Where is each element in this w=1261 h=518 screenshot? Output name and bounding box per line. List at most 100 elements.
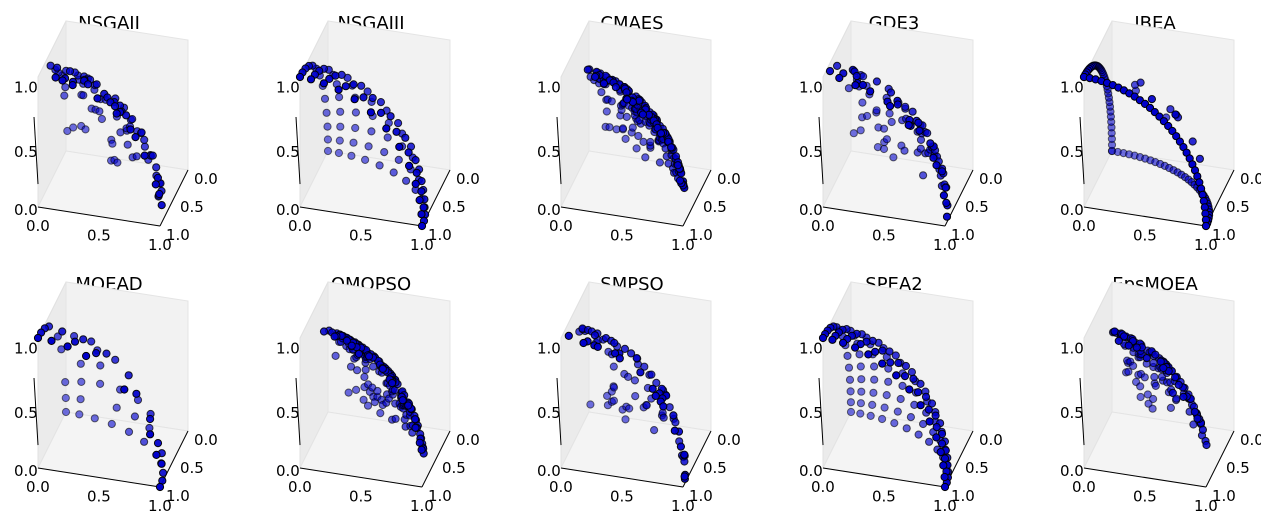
data-point — [124, 371, 133, 380]
data-point — [1136, 382, 1145, 391]
data-point — [923, 129, 932, 138]
y-tick-label: 0.5 — [180, 198, 204, 216]
data-point — [894, 358, 903, 368]
data-point — [907, 368, 917, 377]
data-point — [92, 349, 101, 358]
data-point — [839, 338, 848, 348]
data-point — [63, 342, 72, 351]
z-tick-label: 0.5 — [1060, 143, 1084, 161]
data-point — [864, 350, 873, 359]
z-tick-label: 0.0 — [1060, 462, 1084, 480]
data-point — [1149, 394, 1158, 404]
x-tick-label: 0.0 — [811, 217, 835, 235]
data-point — [351, 108, 361, 117]
data-point — [882, 391, 891, 400]
z-axis-line — [818, 116, 824, 185]
data-point — [131, 133, 140, 142]
data-point — [885, 109, 894, 118]
data-point — [1201, 221, 1211, 231]
data-point — [852, 72, 861, 81]
x-axis-line — [299, 467, 423, 488]
data-point — [376, 409, 385, 418]
data-point — [858, 98, 867, 107]
data-point — [630, 376, 640, 385]
data-point — [110, 102, 120, 111]
data-point — [404, 401, 413, 410]
data-point — [885, 347, 894, 356]
data-point — [97, 114, 107, 124]
data-point — [353, 366, 362, 375]
z-tick-label: 1.0 — [1060, 79, 1084, 97]
z-tick-label: 0.5 — [799, 143, 823, 161]
data-point — [346, 362, 356, 371]
x-tick-label: 0.5 — [610, 227, 634, 245]
data-point — [419, 203, 428, 212]
y-tick-label: 0.5 — [1226, 459, 1250, 477]
x-tick-label: 0.0 — [549, 217, 573, 235]
data-point — [51, 73, 60, 82]
z-tick-label: 0.0 — [537, 201, 561, 219]
x-tick-label: 0.0 — [26, 478, 50, 496]
data-point — [880, 403, 889, 412]
data-point — [155, 482, 165, 492]
data-point — [939, 191, 948, 200]
x-tick-label: 0.5 — [87, 227, 111, 245]
x-tick-label: 1.0 — [671, 497, 695, 515]
data-point — [61, 378, 70, 387]
data-point — [391, 414, 400, 423]
data-point — [846, 407, 856, 417]
data-point — [1171, 110, 1180, 119]
x-axis-line — [822, 467, 946, 488]
data-point — [632, 354, 641, 363]
data-point — [389, 168, 398, 177]
x-tick-label: 0.0 — [1072, 217, 1096, 235]
data-point — [336, 122, 345, 131]
data-point — [621, 415, 630, 424]
data-point — [1119, 332, 1129, 341]
data-point — [61, 83, 70, 92]
data-point — [415, 438, 424, 447]
data-point — [398, 396, 407, 405]
data-point — [75, 410, 84, 419]
data-point — [936, 448, 945, 457]
data-point — [906, 413, 916, 422]
data-point — [306, 75, 316, 84]
data-point — [900, 372, 910, 381]
y-tick-label: 0.5 — [1226, 198, 1250, 216]
data-point — [367, 127, 376, 136]
x-tick-label: 1.0 — [1194, 497, 1218, 515]
data-point — [1148, 404, 1157, 413]
data-point — [647, 370, 656, 379]
y-tick-label: 0.5 — [703, 198, 727, 216]
x-axis-line — [560, 467, 684, 488]
data-point — [648, 384, 657, 393]
data-point — [146, 414, 155, 424]
data-point — [671, 418, 680, 427]
data-point — [140, 142, 149, 151]
data-point — [76, 359, 85, 368]
x-axis-line — [37, 467, 161, 488]
data-point — [921, 392, 931, 401]
data-point — [638, 110, 648, 119]
y-tick-label: 1.0 — [1212, 487, 1236, 505]
data-point — [844, 84, 854, 93]
data-point — [886, 88, 896, 97]
data-point — [352, 385, 361, 394]
data-point — [61, 393, 70, 403]
data-point — [402, 176, 411, 185]
data-point — [583, 65, 592, 74]
z-axis-line — [1079, 116, 1085, 185]
data-point — [902, 424, 911, 433]
data-point — [605, 123, 614, 132]
data-point — [846, 387, 855, 396]
data-point — [1140, 373, 1149, 382]
data-point — [851, 81, 860, 90]
data-point — [602, 107, 611, 116]
data-point — [96, 379, 105, 389]
data-point — [359, 395, 368, 404]
